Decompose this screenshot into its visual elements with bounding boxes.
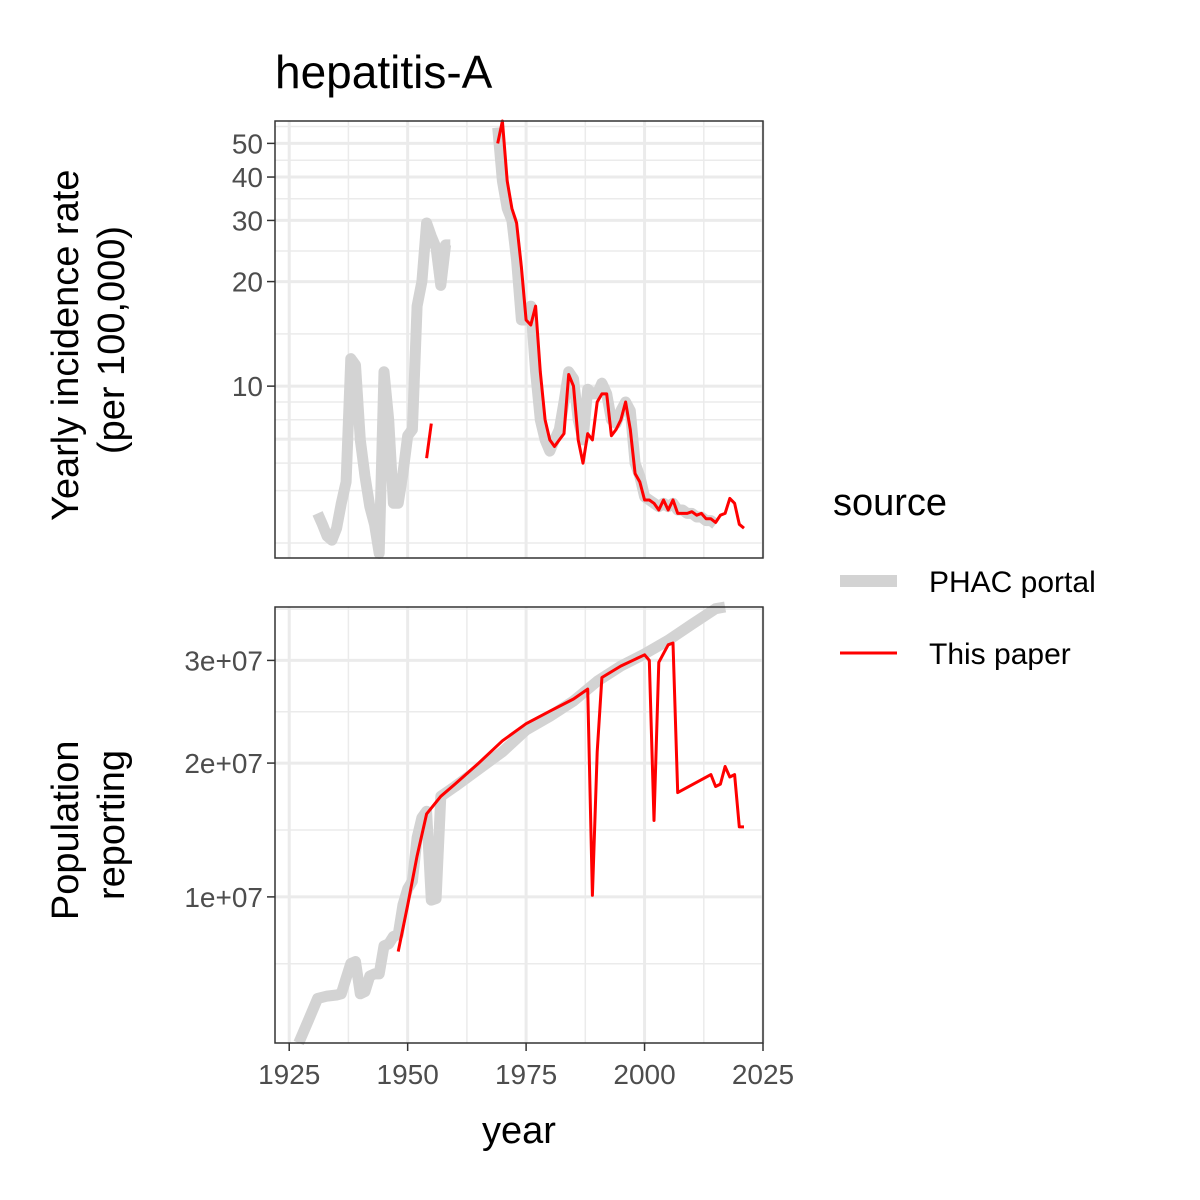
x-axis-title: year <box>482 1110 556 1152</box>
y-tick-label: 20 <box>232 267 263 298</box>
population-series <box>293 601 744 1046</box>
series-line-phac-portal <box>293 601 727 1046</box>
legend-label-phac-portal: PHAC portal <box>929 566 1096 599</box>
incidence-panel-background <box>275 121 763 558</box>
y-tick-label: 2e+07 <box>184 748 263 779</box>
chart-title: hepatitis-A <box>275 46 493 98</box>
y-tick-label: 50 <box>232 128 263 159</box>
population-gridlines <box>275 607 765 1043</box>
population-y-axis: 1e+07 2e+07 3e+07 <box>184 645 275 913</box>
legend-label-this-paper: This paper <box>929 638 1071 671</box>
x-tick-label: 1950 <box>377 1059 439 1090</box>
incidence-y-axis-label-line1: Yearly incidence rate <box>45 170 87 521</box>
population-y-axis-label-line1: Population <box>45 740 87 920</box>
year-x-axis: 1925 1950 1975 2000 2025 <box>258 1043 794 1090</box>
population-panel-border <box>274 606 764 1044</box>
population-y-axis-label-line2: reporting <box>91 750 133 900</box>
legend: source PHAC portal This paper <box>833 482 1096 671</box>
x-tick-label: 2025 <box>732 1059 794 1090</box>
y-tick-label: 3e+07 <box>184 645 263 676</box>
population-y-axis-label: Population reporting <box>45 730 133 920</box>
y-tick-label: 40 <box>232 162 263 193</box>
y-tick-label: 30 <box>232 205 263 236</box>
y-tick-label: 10 <box>232 371 263 402</box>
x-tick-label: 1975 <box>495 1059 557 1090</box>
incidence-y-axis-label: Yearly incidence rate (per 100,000) <box>45 159 133 521</box>
y-tick-label: 1e+07 <box>184 882 263 913</box>
series-line-this-paper <box>396 641 744 952</box>
incidence-panel-border <box>274 120 764 559</box>
series-line-phac-portal <box>312 217 452 559</box>
incidence-series <box>312 119 745 559</box>
series-line-this-paper <box>425 423 433 459</box>
population-panel: 1e+07 2e+07 3e+07 1925 1950 1975 2000 2025 Pop… <box>45 601 794 1090</box>
x-tick-label: 1925 <box>258 1059 320 1090</box>
x-tick-label: 2000 <box>613 1059 675 1090</box>
incidence-y-axis-label-line2: (per 100,000) <box>91 226 133 454</box>
legend-title: source <box>833 482 947 524</box>
series-line-this-paper <box>496 119 745 530</box>
